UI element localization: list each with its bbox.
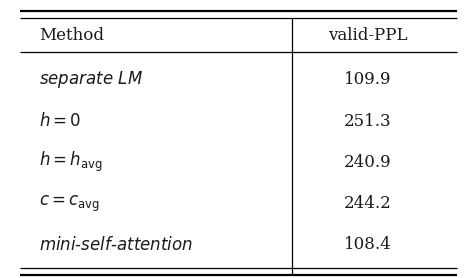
Text: $h = h_{\mathrm{avg}}$: $h = h_{\mathrm{avg}}$ — [39, 150, 103, 175]
Text: 251.3: 251.3 — [344, 113, 391, 130]
Text: $h = 0$: $h = 0$ — [39, 112, 81, 130]
Text: $\mathit{mini\text{-}self\text{-}attention}$: $\mathit{mini\text{-}self\text{-}attenti… — [39, 236, 193, 254]
Text: 244.2: 244.2 — [344, 195, 391, 212]
Text: 109.9: 109.9 — [344, 71, 391, 88]
Text: valid-PPL: valid-PPL — [328, 27, 407, 44]
Text: $\mathit{separate\ LM}$: $\mathit{separate\ LM}$ — [39, 69, 143, 90]
Text: Method: Method — [39, 27, 104, 44]
Text: 240.9: 240.9 — [344, 154, 391, 171]
Text: $c = c_{\mathrm{avg}}$: $c = c_{\mathrm{avg}}$ — [39, 193, 100, 214]
Text: 108.4: 108.4 — [344, 237, 391, 254]
